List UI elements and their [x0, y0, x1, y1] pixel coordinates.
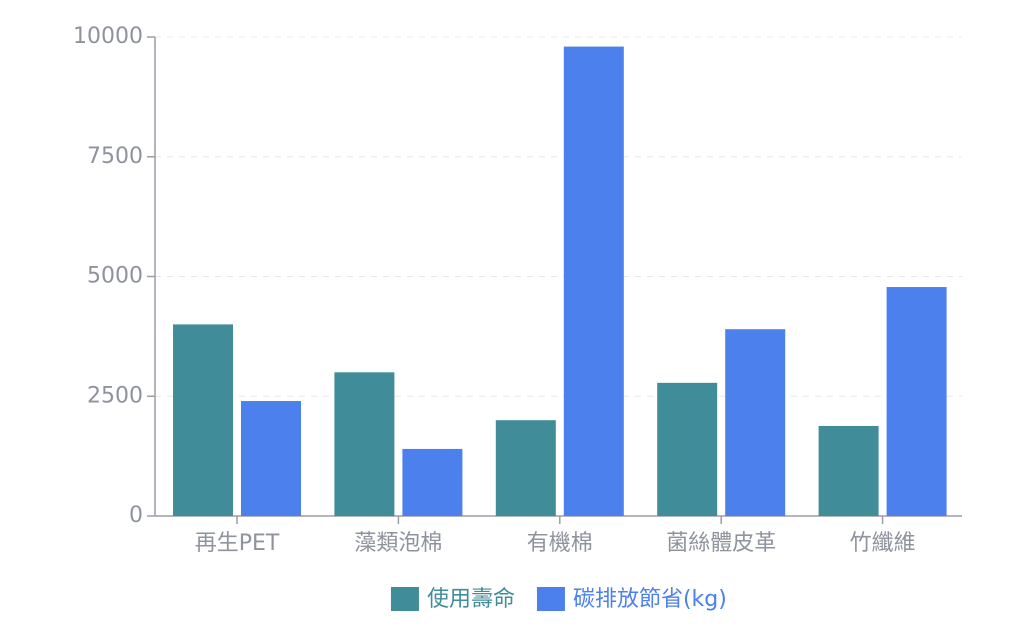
x-tick-label: 藻類泡棉 — [354, 531, 442, 556]
bar — [173, 324, 233, 516]
y-tick-label: 0 — [129, 503, 143, 528]
y-tick-label: 7500 — [87, 144, 143, 169]
bar — [886, 287, 947, 516]
bar — [334, 372, 395, 516]
x-tick-label: 竹纖維 — [850, 531, 916, 556]
legend-label: 碳排放節省(kg) — [573, 587, 727, 612]
x-tick-label: 再生PET — [195, 531, 280, 556]
legend-swatch — [390, 587, 419, 611]
bar — [657, 382, 718, 516]
bar — [402, 448, 463, 516]
x-tick-label: 有機棉 — [527, 531, 593, 556]
legend-swatch — [536, 587, 565, 611]
legend-label: 使用壽命 — [427, 587, 515, 612]
y-tick-label: 2500 — [87, 383, 143, 408]
bar — [495, 420, 556, 516]
x-tick-label: 菌絲體皮革 — [666, 531, 776, 556]
bar — [725, 329, 786, 516]
bar — [818, 425, 879, 516]
bar — [241, 401, 301, 516]
y-tick-label: 10000 — [73, 24, 143, 49]
bar — [563, 46, 624, 517]
y-tick-label: 5000 — [87, 264, 143, 289]
